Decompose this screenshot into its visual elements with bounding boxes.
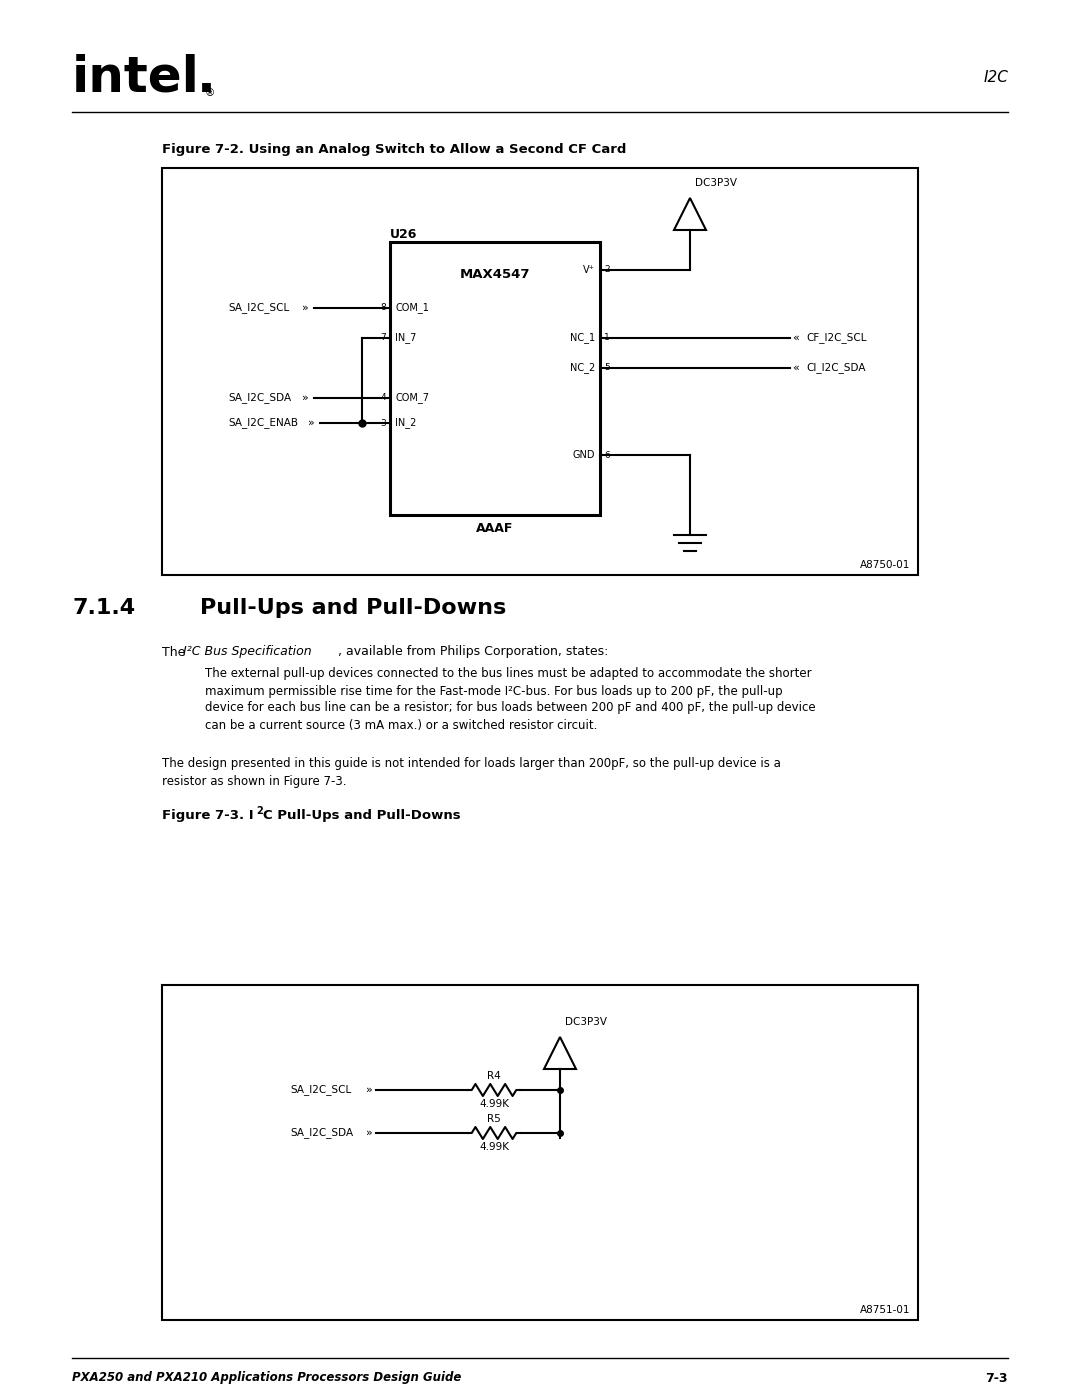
Text: resistor as shown in Figure 7-3.: resistor as shown in Figure 7-3. [162,774,347,788]
Text: 8: 8 [380,303,386,313]
Text: device for each bus line can be a resistor; for bus loads between 200 pF and 400: device for each bus line can be a resist… [205,701,815,714]
Text: SA_I2C_SCL: SA_I2C_SCL [228,303,289,313]
Text: COM_1: COM_1 [395,303,429,313]
Text: 1: 1 [604,334,610,342]
Text: 7-3: 7-3 [986,1372,1008,1384]
Text: 2: 2 [256,806,262,816]
Text: 7: 7 [380,334,386,342]
Text: I²C Bus Specification: I²C Bus Specification [183,645,312,658]
Text: .: . [197,54,216,102]
Text: Figure 7-3. I: Figure 7-3. I [162,809,254,823]
Text: SA_I2C_ENAB: SA_I2C_ENAB [228,418,298,429]
Text: The: The [162,645,189,658]
Text: C Pull-Ups and Pull-Downs: C Pull-Ups and Pull-Downs [264,809,461,823]
Text: DC3P3V: DC3P3V [696,177,737,189]
Text: »: » [302,393,309,402]
Text: «: « [792,363,799,373]
Text: 4.99K: 4.99K [480,1141,509,1153]
Text: NC_2: NC_2 [570,363,595,373]
Text: SA_I2C_SDA: SA_I2C_SDA [228,393,292,404]
Text: intel: intel [72,54,200,102]
Text: GND: GND [572,450,595,460]
Text: IN_7: IN_7 [395,332,417,344]
Text: A8751-01: A8751-01 [860,1305,910,1315]
Text: MAX4547: MAX4547 [460,267,530,281]
Text: can be a current source (3 mA max.) or a switched resistor circuit.: can be a current source (3 mA max.) or a… [205,718,597,732]
Text: The external pull-up devices connected to the bus lines must be adapted to accom: The external pull-up devices connected t… [205,668,812,680]
Text: maximum permissible rise time for the Fast-mode I²C-bus. For bus loads up to 200: maximum permissible rise time for the Fa… [205,685,783,697]
Text: SA_I2C_SCL: SA_I2C_SCL [291,1084,351,1095]
Text: COM_7: COM_7 [395,393,429,404]
Text: 7.1.4: 7.1.4 [72,598,135,617]
Text: DC3P3V: DC3P3V [565,1017,607,1027]
Text: The design presented in this guide is not intended for loads larger than 200pF, : The design presented in this guide is no… [162,757,781,771]
Text: NC_1: NC_1 [570,332,595,344]
Text: 6: 6 [604,450,610,460]
Text: U26: U26 [390,228,417,240]
Text: »: » [308,418,314,427]
Text: 3: 3 [380,419,386,427]
Text: 5: 5 [604,363,610,373]
Text: , available from Philips Corporation, states:: , available from Philips Corporation, st… [338,645,608,658]
Text: CI_I2C_SDA: CI_I2C_SDA [806,363,865,373]
Text: »: » [366,1127,373,1139]
Text: »: » [366,1085,373,1095]
Text: »: » [302,303,309,313]
Text: 2: 2 [604,265,609,274]
Text: Pull-Ups and Pull-Downs: Pull-Ups and Pull-Downs [200,598,507,617]
Bar [162,985,918,1320]
Polygon shape [544,1037,576,1069]
Bar [162,168,918,576]
Text: SA_I2C_SDA: SA_I2C_SDA [291,1127,353,1139]
Text: 4.99K: 4.99K [480,1099,509,1109]
Text: 4: 4 [380,394,386,402]
Text: ®: ® [205,88,215,98]
Text: Figure 7-2. Using an Analog Switch to Allow a Second CF Card: Figure 7-2. Using an Analog Switch to Al… [162,144,626,156]
Bar [390,242,600,515]
Text: I2C: I2C [983,70,1008,85]
Text: CF_I2C_SCL: CF_I2C_SCL [806,332,866,344]
Text: IN_2: IN_2 [395,418,417,429]
Text: R4: R4 [487,1071,501,1081]
Text: «: « [792,332,799,344]
Polygon shape [674,198,706,231]
Text: R5: R5 [487,1113,501,1125]
Text: AAAF: AAAF [476,521,514,535]
Text: V⁺: V⁺ [583,265,595,275]
Text: A8750-01: A8750-01 [860,560,910,570]
Text: PXA250 and PXA210 Applications Processors Design Guide: PXA250 and PXA210 Applications Processor… [72,1372,461,1384]
